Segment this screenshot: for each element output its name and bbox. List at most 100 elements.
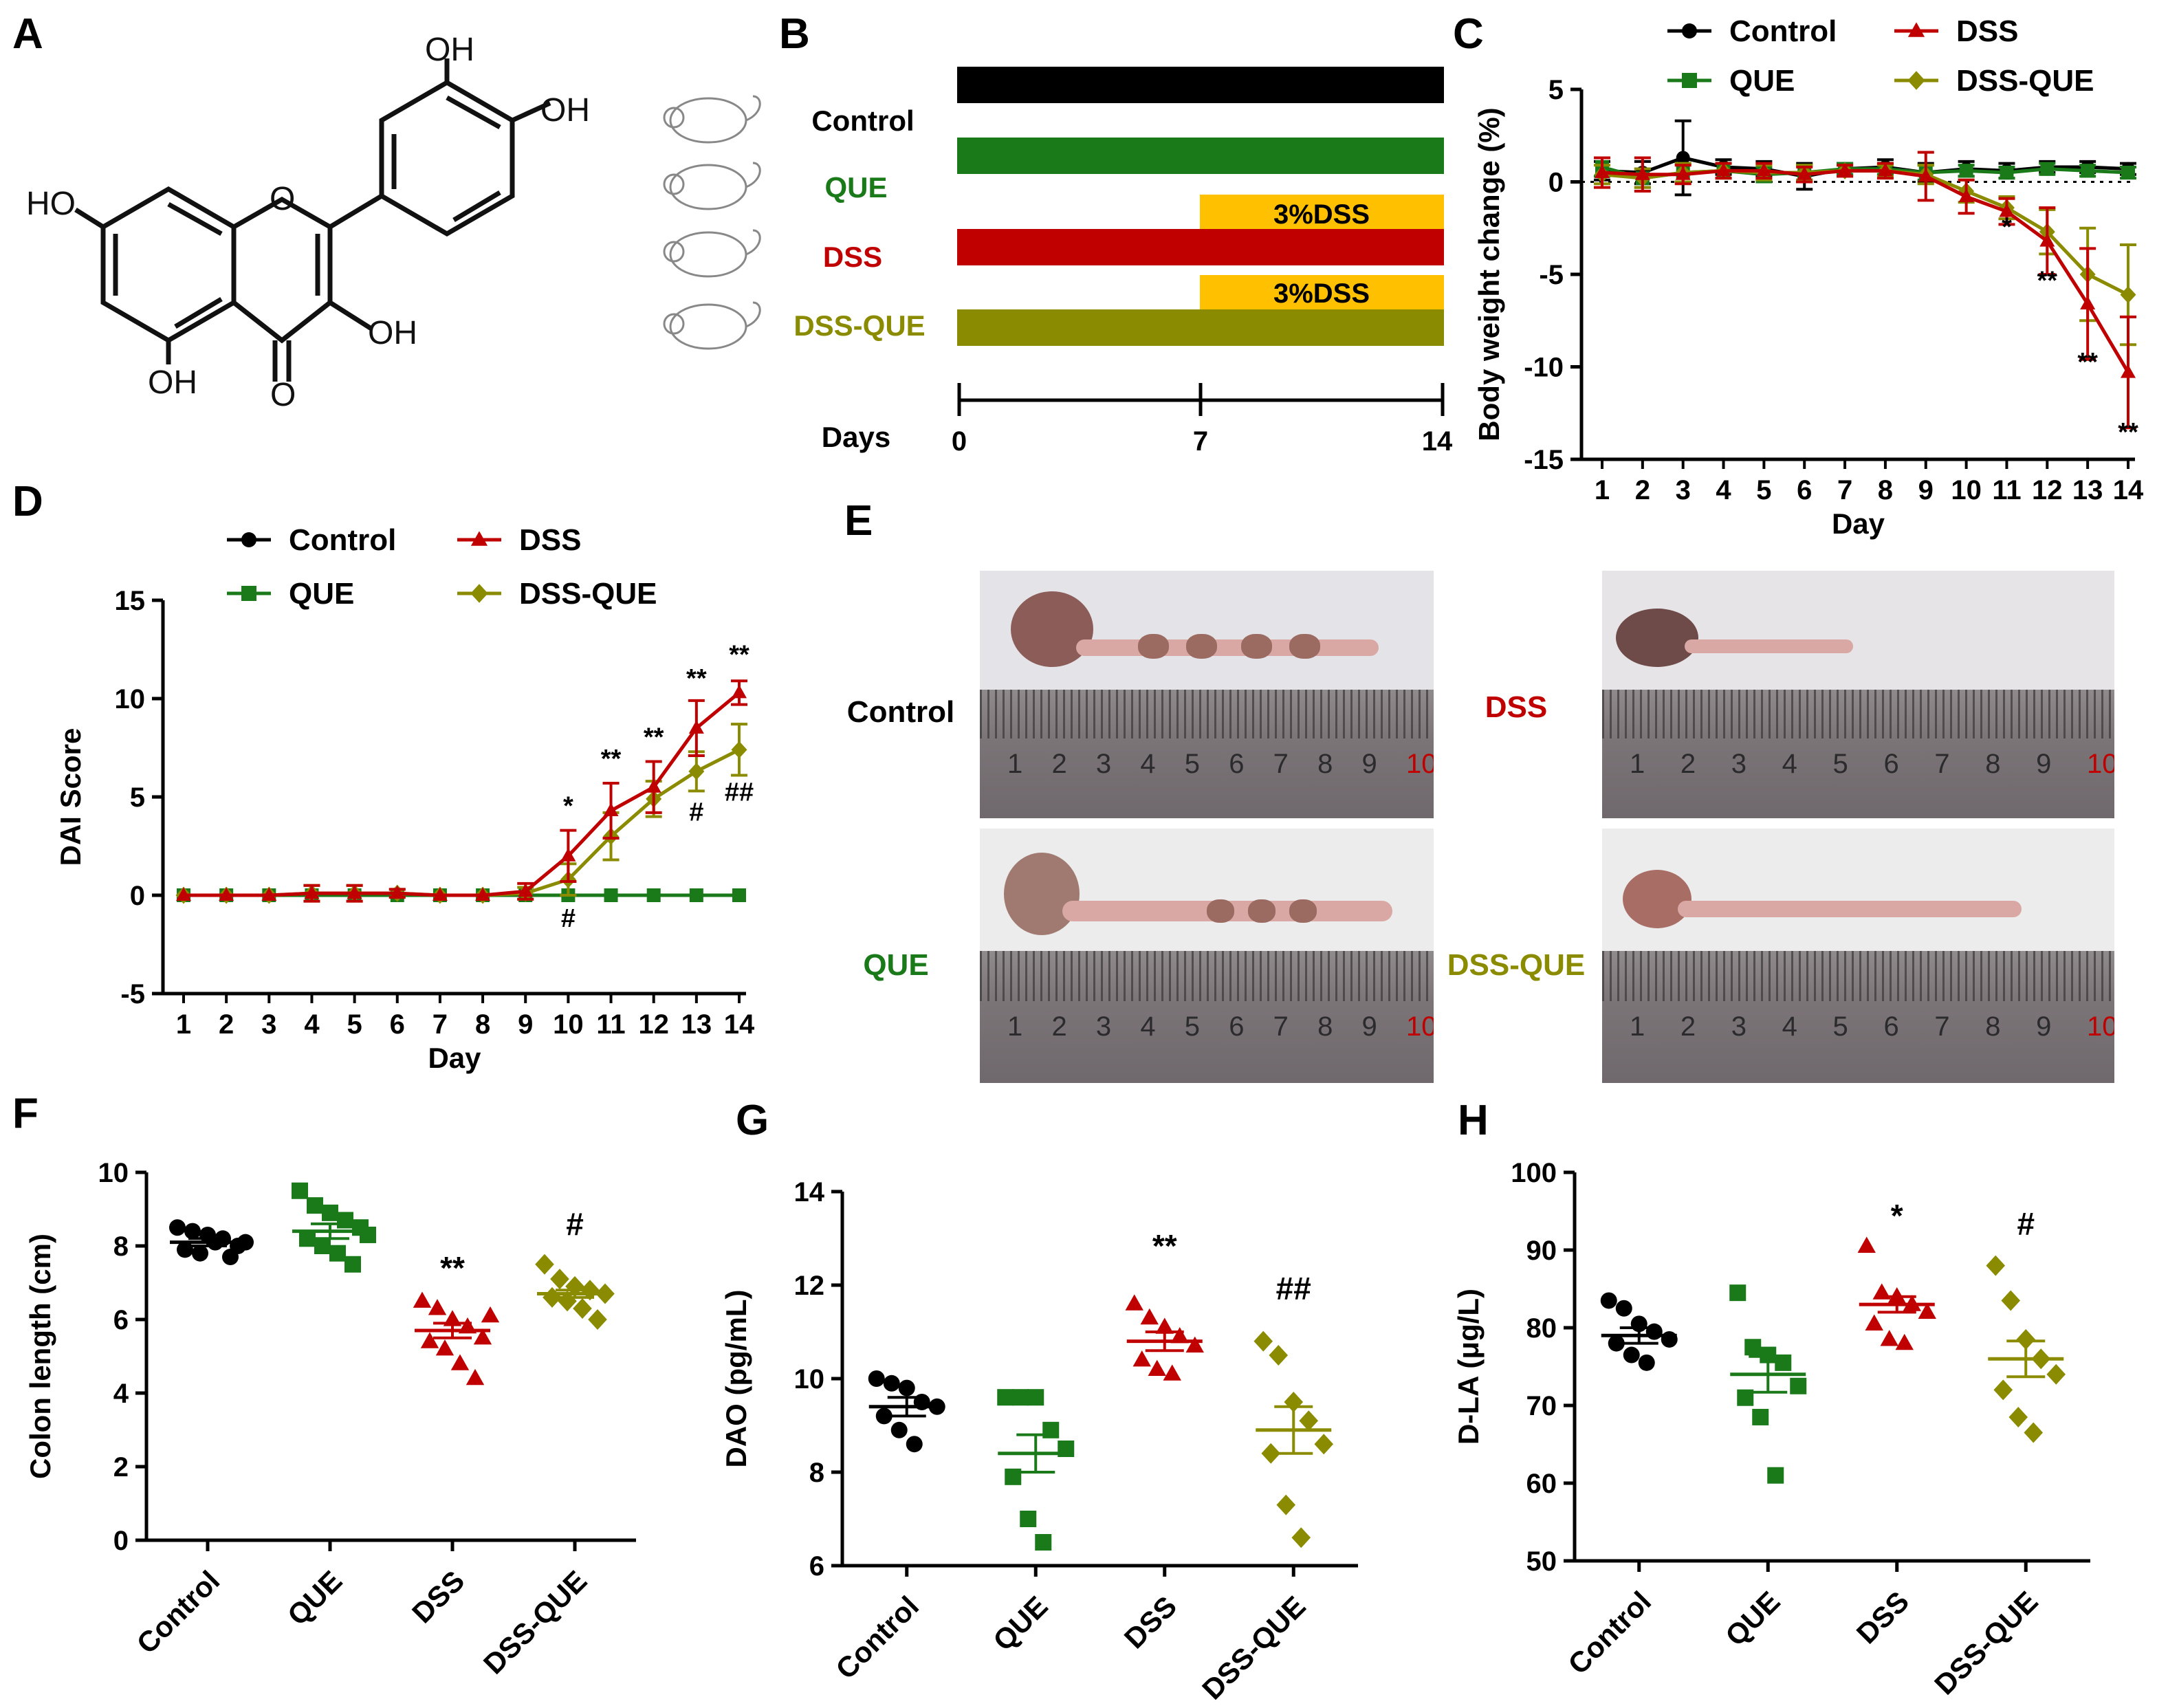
y-tick-label: 5: [130, 782, 145, 813]
data-point: [1261, 1443, 1281, 1464]
data-point: [1729, 1284, 1747, 1302]
ruler-number: 2: [1051, 748, 1067, 779]
bar-dss-period-1: [1200, 195, 1444, 229]
y-tick-label: 80: [1526, 1313, 1557, 1344]
x-tick-label: 7: [1837, 475, 1852, 505]
y-tick-label: -15: [1524, 445, 1564, 475]
data-point: [1958, 188, 1974, 203]
data-point: [337, 1212, 353, 1229]
y-axis-label: D-LA (μg/L): [1452, 1289, 1485, 1445]
data-point: [1600, 1292, 1617, 1309]
ruler-number: 3: [1095, 1011, 1112, 1042]
data-point: [1661, 1331, 1678, 1348]
x-tick-label: 8: [475, 1009, 490, 1040]
significance-mark: **: [686, 664, 707, 693]
ruler-number: 6: [1883, 748, 1899, 779]
x-tick-label: 7: [432, 1009, 448, 1040]
y-tick-label: 0: [113, 1526, 129, 1556]
data-point: [1276, 1494, 1296, 1515]
data-point: [481, 1306, 500, 1323]
significance-mark: #: [689, 798, 703, 826]
colon-photo-dss: 1 2 3 4 5 6 7 8 9 10: [1602, 571, 2114, 818]
ruler-number: 8: [1317, 748, 1333, 779]
data-point: [890, 1421, 908, 1438]
photo-label-control: Control: [847, 695, 954, 729]
data-point: [603, 802, 619, 817]
data-point: [1615, 1300, 1632, 1317]
data-point: [176, 887, 191, 901]
data-point: [1676, 151, 1690, 165]
significance-mark: **: [729, 641, 749, 670]
legend-label: Control: [289, 523, 396, 557]
panel-letter-f: F: [12, 1090, 39, 1137]
y-tick-label: 90: [1526, 1236, 1557, 1266]
data-point: [2121, 166, 2135, 180]
data-point: [688, 720, 704, 734]
chart-dla: 100 90 80 70 60 50 D-LA (μg/L) Control QUE DSS DSS…: [1452, 1158, 2090, 1701]
y-tick-label: 8: [809, 1458, 824, 1488]
data-point: [184, 1223, 201, 1240]
data-point: [1269, 1345, 1289, 1366]
data-point: [2046, 1364, 2066, 1385]
data-point: [898, 1379, 915, 1397]
ruler-number: 1: [1007, 1011, 1023, 1042]
cecum: [1011, 591, 1093, 667]
group-label-dssque: DSS-QUE: [793, 309, 925, 342]
ruler-number: 1: [1630, 1011, 1645, 1042]
panel-b-design: B Control QUE DSS DSS-QUE 3%DSS 3%DSS Da…: [663, 10, 1453, 457]
y-axis-label: Colon length (cm): [24, 1234, 56, 1479]
data-point: [604, 888, 618, 902]
ruler: 1 2 3 4 5 6 7 8 9 10: [1602, 689, 2114, 818]
legend-label: Control: [1729, 14, 1837, 48]
panel-letter-c: C: [1453, 10, 1484, 58]
x-tick-label: 10: [553, 1009, 584, 1040]
y-tick-label: 15: [115, 586, 146, 616]
x-tick-label: 1: [1595, 475, 1610, 505]
group-label-que: QUE: [824, 171, 887, 204]
data-point: [646, 888, 661, 902]
panel-letter-g: G: [736, 1097, 769, 1144]
x-tick-label: 11: [596, 1009, 625, 1040]
data-point: [1756, 162, 1772, 177]
ruler-number: 5: [1184, 748, 1201, 779]
data-point: [558, 1291, 577, 1312]
data-point: [1027, 1389, 1044, 1406]
data-point: [2008, 1406, 2028, 1427]
cecum: [1623, 870, 1691, 928]
legend-label: DSS: [1956, 14, 2018, 48]
data-point: [1314, 1434, 1334, 1455]
y-tick-label: 10: [794, 1364, 825, 1394]
x-tick-label: 2: [1635, 475, 1650, 505]
x-tick-label: 14: [724, 1009, 755, 1040]
ruler-number: 6: [1229, 748, 1245, 779]
data-point: [1790, 1377, 1807, 1394]
colon: [1685, 639, 1853, 653]
x-tick-label: 2: [219, 1009, 234, 1040]
significance-mark: #: [566, 1206, 584, 1242]
x-tick-label: 6: [1797, 475, 1812, 505]
ruler-number: 1: [1007, 748, 1023, 779]
ruler-number: 2: [1680, 748, 1696, 779]
x-tick-label: 8: [1878, 475, 1893, 505]
data-point: [1253, 1331, 1273, 1352]
mouse-icon: [663, 229, 761, 278]
series-line: [184, 691, 741, 897]
group-label-dss: DSS: [823, 241, 882, 273]
bar-que: [957, 138, 1444, 174]
ruler-number: 7: [1934, 1011, 1950, 1042]
ruler-number: 7: [1934, 748, 1950, 779]
x-tick-label: 9: [1918, 475, 1934, 505]
x-tick-label: QUE: [1719, 1585, 1786, 1652]
data-point: [307, 1197, 323, 1214]
x-tick-label: 1: [176, 1009, 191, 1040]
panel-letter-e: E: [844, 497, 873, 545]
data-point: [304, 885, 320, 899]
legend-label: DSS-QUE: [519, 577, 657, 611]
group-label-control: Control: [811, 105, 914, 137]
significance-mark: **: [2118, 418, 2138, 447]
ruler-number: 8: [1317, 1011, 1333, 1042]
x-tick-label: 4: [1716, 475, 1731, 505]
significance-mark: **: [1152, 1228, 1177, 1264]
legend-marker: [470, 531, 488, 546]
ruler-number: 4: [1782, 1011, 1797, 1042]
